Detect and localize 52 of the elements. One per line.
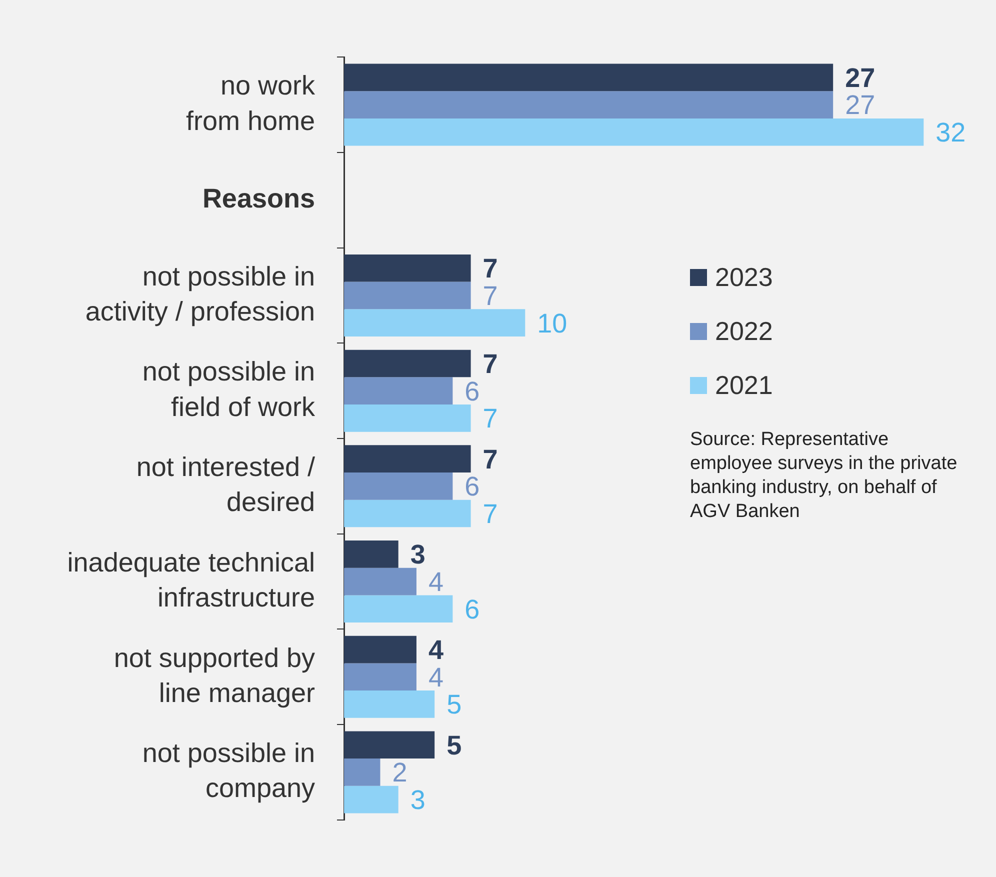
bar <box>344 663 416 691</box>
y-tick-label: not interested / desired <box>136 452 316 518</box>
y-tick-label: not possible in field of work <box>142 356 316 422</box>
annotation: Source: Representative employee surveys in the private banking industry, on behalf of AGV Banken <box>690 428 958 524</box>
y-tick-label: not supported by line manager <box>114 642 316 708</box>
bar <box>344 540 398 568</box>
data-label: 7 <box>482 444 498 474</box>
bar <box>344 758 380 786</box>
bar <box>344 636 416 664</box>
data-label: 4 <box>428 662 444 692</box>
data-label: 7 <box>482 498 498 529</box>
bar <box>344 282 471 310</box>
y-tick-label: no work from home <box>186 70 316 136</box>
bar <box>344 595 453 623</box>
data-label: 7 <box>482 404 498 434</box>
bar <box>344 472 453 500</box>
data-label: 6 <box>464 472 480 502</box>
legend-label: 2022 <box>715 316 773 346</box>
bar <box>344 731 435 759</box>
data-label: 3 <box>410 785 426 816</box>
data-label: 6 <box>464 376 480 406</box>
data-label: 4 <box>428 634 444 665</box>
data-label: 10 <box>537 308 568 338</box>
bar <box>344 404 471 432</box>
bar <box>344 500 471 528</box>
bar <box>344 350 471 378</box>
legend-label: 2023 <box>715 262 773 292</box>
bar <box>344 377 453 404</box>
y-tick-label: Reasons <box>202 184 315 214</box>
data-label: 27 <box>845 90 876 120</box>
bar <box>344 91 834 118</box>
bar <box>344 309 526 336</box>
data-label: 3 <box>410 540 426 570</box>
bar <box>344 254 471 282</box>
data-label: 4 <box>428 566 444 597</box>
data-label: 5 <box>446 690 462 720</box>
bar <box>344 786 398 814</box>
y-tick-label: not possible in activity / profession <box>85 261 315 326</box>
bar <box>344 118 924 146</box>
y-tick-label: inadequate technical infrastructure <box>67 547 315 613</box>
legend-label: 2021 <box>715 370 773 400</box>
data-label: 2 <box>392 758 408 788</box>
bar <box>344 690 435 718</box>
data-label: 32 <box>936 118 966 148</box>
bar <box>344 568 416 596</box>
data-label: 27 <box>845 62 876 93</box>
data-label: 7 <box>482 348 498 379</box>
data-label: 6 <box>464 594 480 624</box>
bar <box>344 64 834 92</box>
data-label: 5 <box>446 730 462 760</box>
y-tick-label: not possible in company <box>142 738 316 804</box>
bar <box>344 445 471 473</box>
